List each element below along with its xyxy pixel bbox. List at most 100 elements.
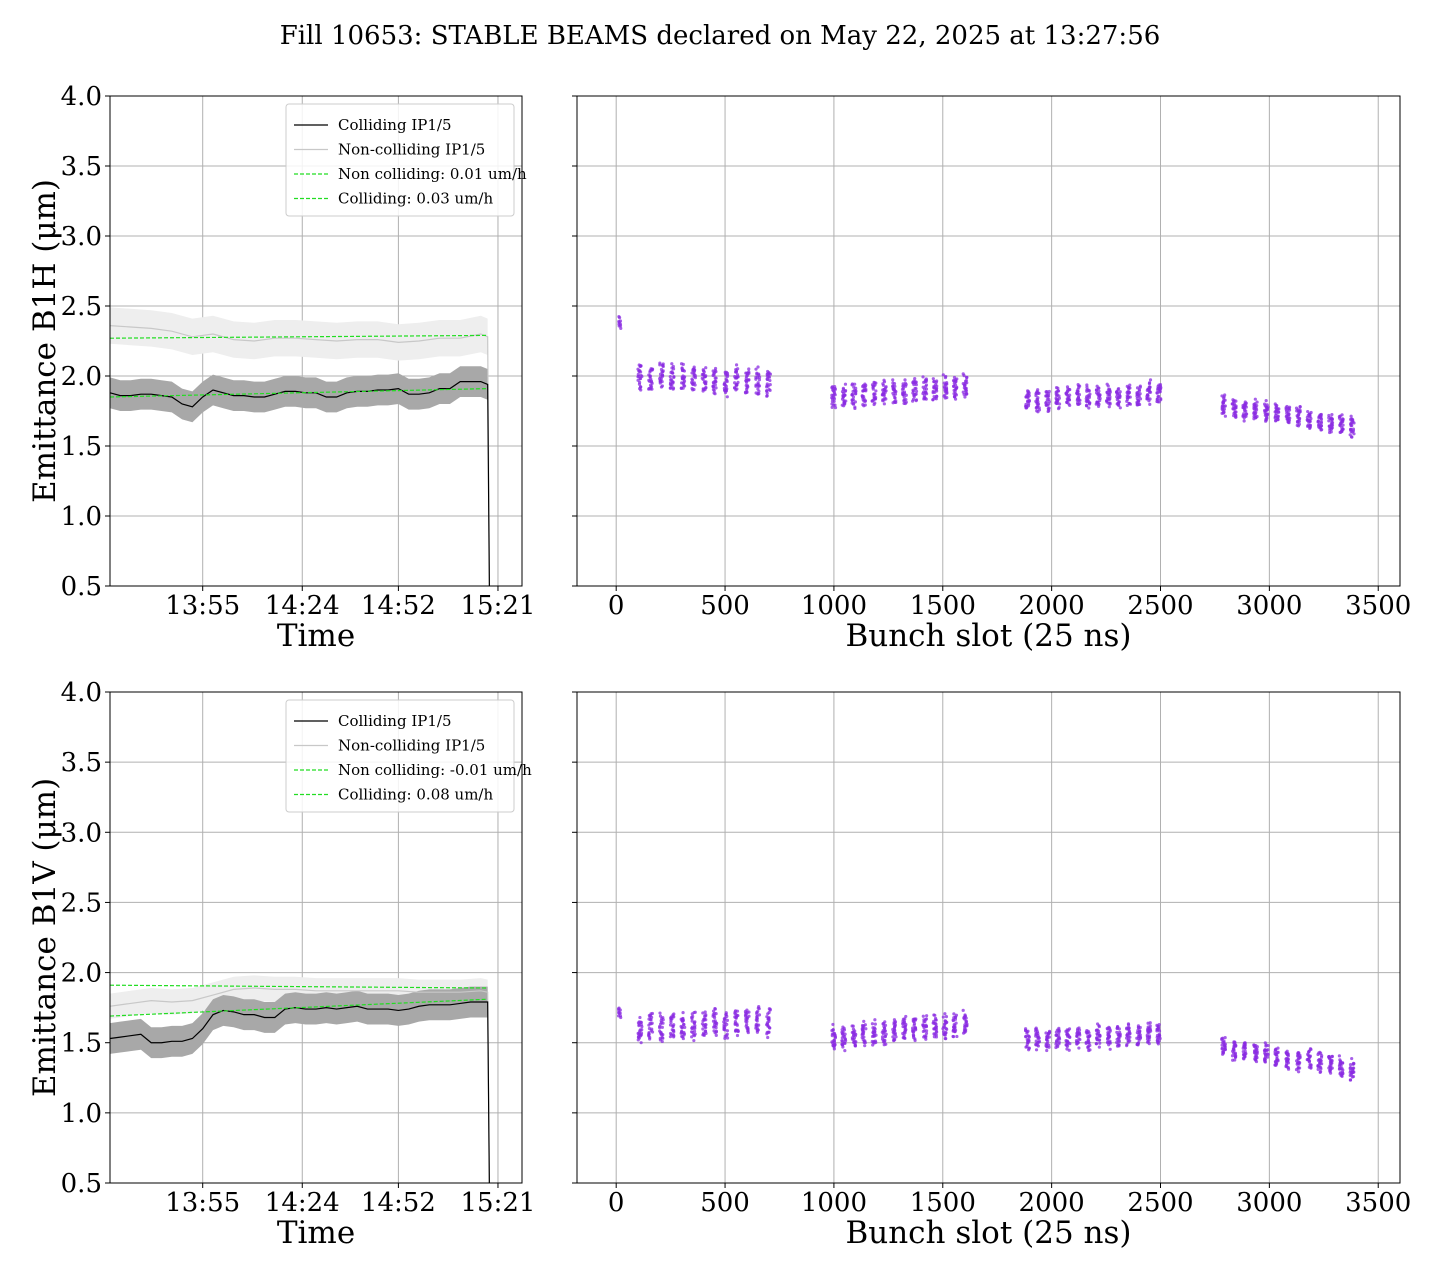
bunch-point xyxy=(672,375,676,379)
bunch-point xyxy=(904,1014,908,1019)
bunch-point xyxy=(1027,1035,1031,1039)
bunch-point xyxy=(671,380,675,384)
bunch-point xyxy=(1242,408,1247,413)
bunch-point xyxy=(755,1019,759,1023)
bunch-point xyxy=(1221,1050,1225,1054)
bunch-point xyxy=(903,378,907,382)
bunch-point xyxy=(1064,1029,1068,1033)
bunch-point xyxy=(963,387,968,391)
bunch-point xyxy=(1106,1031,1110,1035)
bunch-point xyxy=(1077,1046,1081,1050)
bunch-point xyxy=(1156,400,1160,404)
bunch-point xyxy=(1157,394,1161,398)
bunch-point xyxy=(880,1035,885,1039)
bunch-point xyxy=(1137,387,1142,392)
bunch-point xyxy=(638,1015,642,1020)
bunch-point xyxy=(714,1012,718,1016)
bunch-point xyxy=(933,1032,937,1036)
y-tick-label: 0.5 xyxy=(61,1169,102,1199)
bunch-point xyxy=(1126,1022,1131,1026)
bunch-point xyxy=(755,1014,759,1019)
bunch-point xyxy=(746,371,750,375)
bunch-point xyxy=(884,1042,888,1046)
y-axis-label: Emittance B1V (μm) xyxy=(27,778,63,1097)
bunch-point xyxy=(964,1027,968,1032)
bunch-point xyxy=(1136,1042,1140,1046)
bunch-point xyxy=(661,1015,665,1020)
legend-box xyxy=(285,699,515,813)
bunch-point xyxy=(1138,384,1142,388)
x-tick-label: 15:21 xyxy=(460,1188,535,1218)
bunch-point xyxy=(661,364,665,368)
bunch-point xyxy=(1298,405,1302,409)
bunch-point xyxy=(831,388,835,392)
bunch-point xyxy=(679,386,683,390)
bunch-point xyxy=(756,1009,760,1013)
bunch-point xyxy=(1145,393,1150,397)
axes-frame xyxy=(576,691,1401,1184)
bunch-point xyxy=(894,400,898,405)
fit-line-1 xyxy=(110,388,488,398)
x-tick-label: 1000 xyxy=(801,591,867,621)
bunch-point xyxy=(725,1032,729,1036)
bunch-point xyxy=(881,383,886,387)
bunch-point xyxy=(1065,1033,1069,1037)
bunch-point xyxy=(862,386,866,390)
bunch-point xyxy=(1035,1043,1040,1047)
bunch-point xyxy=(1097,392,1101,396)
bunch-point xyxy=(872,402,876,407)
bunch-point xyxy=(863,382,867,386)
bunch-point xyxy=(661,370,665,374)
axes-frame xyxy=(576,95,1401,587)
bunch-point xyxy=(703,1029,708,1034)
bunch-point xyxy=(1276,1050,1280,1054)
bunch-point xyxy=(1034,1048,1039,1052)
bunch-point xyxy=(872,384,876,388)
x-tick-label: 2500 xyxy=(1127,1188,1193,1218)
bunch-point xyxy=(734,1016,738,1020)
bunch-point xyxy=(767,1018,771,1022)
bunch-point xyxy=(924,1029,929,1033)
bunch-point xyxy=(853,400,857,404)
bunch-point xyxy=(1297,1056,1301,1060)
bunch-point xyxy=(1147,381,1152,385)
bunch-point xyxy=(1095,1022,1100,1026)
bunch-point xyxy=(734,363,739,367)
bunch-point xyxy=(767,371,771,375)
bunch-point xyxy=(1148,402,1152,406)
bunch-train xyxy=(1220,393,1356,439)
bunch-point xyxy=(831,1022,835,1027)
bunch-point xyxy=(735,373,740,377)
bunch-point xyxy=(1107,1025,1111,1029)
bunch-point xyxy=(1158,1036,1162,1041)
bunch-point xyxy=(1115,1030,1119,1034)
bunch-point xyxy=(1233,1044,1238,1048)
x-tick-label: 14:52 xyxy=(361,591,436,621)
bunch-point xyxy=(647,378,651,382)
bunch-train xyxy=(636,361,773,399)
x-axis-label: Time xyxy=(277,618,355,654)
bunch-point xyxy=(1086,388,1090,392)
bunch-point xyxy=(767,375,772,379)
bunch-point xyxy=(1106,1040,1110,1044)
bunch-point xyxy=(1330,1054,1334,1059)
bunch-point xyxy=(1085,395,1089,399)
bunch-point xyxy=(880,1037,885,1041)
y-tick-label: 3.0 xyxy=(61,818,102,848)
bunch-point xyxy=(1025,400,1030,404)
bunch-point xyxy=(944,1015,949,1019)
bunch-point xyxy=(680,1029,684,1034)
bunch-point xyxy=(744,1012,748,1016)
bunch-point xyxy=(1252,1043,1257,1047)
panel-bunch-h: 0 500 1000 1500 2000 2500 3000 3500 Bunch slot (… xyxy=(572,95,1411,654)
bunch-point xyxy=(893,1020,898,1024)
bunch-point xyxy=(1097,1045,1101,1049)
bunch-point xyxy=(723,382,727,386)
bunch-point xyxy=(901,1022,905,1026)
bunch-point xyxy=(1330,426,1334,430)
bunch-point xyxy=(682,379,687,383)
bunch-point xyxy=(640,1028,644,1032)
bunch-point xyxy=(1155,1038,1160,1042)
bunch-point xyxy=(1273,1059,1278,1064)
bunch-point xyxy=(1127,401,1131,406)
